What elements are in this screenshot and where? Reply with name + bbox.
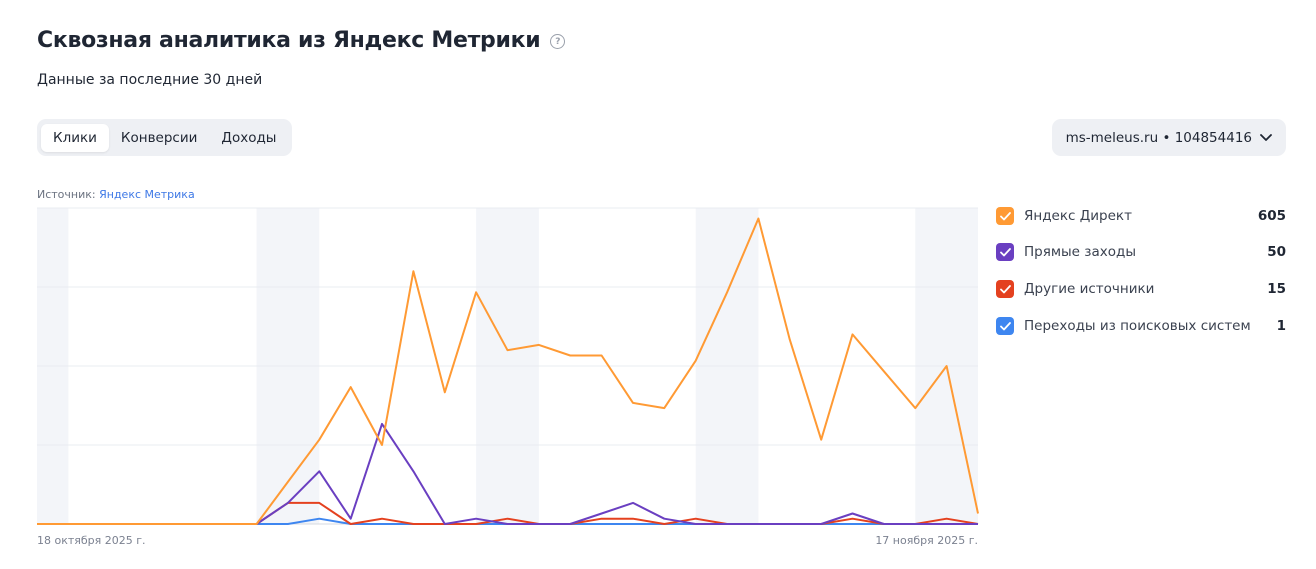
x-axis-end-label: 17 ноября 2025 г.	[875, 534, 978, 547]
chevron-down-icon	[1260, 133, 1272, 142]
page-subtitle: Данные за последние 30 дней	[37, 72, 263, 88]
tab-clicks[interactable]: Клики	[41, 123, 109, 152]
legend-total: 1	[1276, 318, 1286, 334]
title-row: Сквозная аналитика из Яндекс Метрики ?	[37, 28, 566, 53]
question-circle-icon[interactable]: ?	[550, 34, 566, 49]
legend-item-other-sources[interactable]: Другие источники 15	[996, 279, 1286, 299]
checkbox-checked-icon[interactable]	[996, 280, 1014, 298]
legend-label: Переходы из поисковых систем	[1024, 318, 1251, 334]
checkbox-checked-icon[interactable]	[996, 207, 1014, 225]
metric-tabs: Клики Конверсии Доходы	[37, 119, 293, 156]
checkbox-checked-icon[interactable]	[996, 243, 1014, 261]
legend-item-yandex-direct[interactable]: Яндекс Директ 605	[996, 206, 1286, 226]
legend-total: 605	[1257, 208, 1286, 224]
checkbox-checked-icon[interactable]	[996, 317, 1014, 335]
site-counter-value: ms-meleus.ru • 104854416	[1065, 129, 1252, 146]
legend-total: 50	[1267, 244, 1286, 260]
chart-legend: Яндекс Директ 605 Прямые заходы 50 Други…	[996, 206, 1286, 353]
legend-label: Прямые заходы	[1024, 244, 1136, 260]
legend-label: Яндекс Директ	[1024, 208, 1132, 224]
legend-item-search-engines[interactable]: Переходы из поисковых систем 1	[996, 316, 1286, 336]
site-counter-select[interactable]: ms-meleus.ru • 104854416	[1051, 119, 1286, 156]
tab-revenue[interactable]: Доходы	[221, 129, 277, 146]
series-line-0[interactable]	[37, 217, 979, 525]
legend-label: Другие источники	[1024, 281, 1155, 297]
x-axis-start-label: 18 октября 2025 г.	[37, 534, 146, 547]
legend-item-direct-visits[interactable]: Прямые заходы 50	[996, 242, 1286, 262]
data-source: Источник: Яндекс Метрика	[37, 188, 195, 201]
legend-total: 15	[1267, 281, 1286, 297]
source-link[interactable]: Яндекс Метрика	[99, 188, 195, 201]
page-title: Сквозная аналитика из Яндекс Метрики	[37, 28, 541, 53]
tab-conversions[interactable]: Конверсии	[120, 129, 198, 146]
source-prefix: Источник:	[37, 188, 100, 201]
